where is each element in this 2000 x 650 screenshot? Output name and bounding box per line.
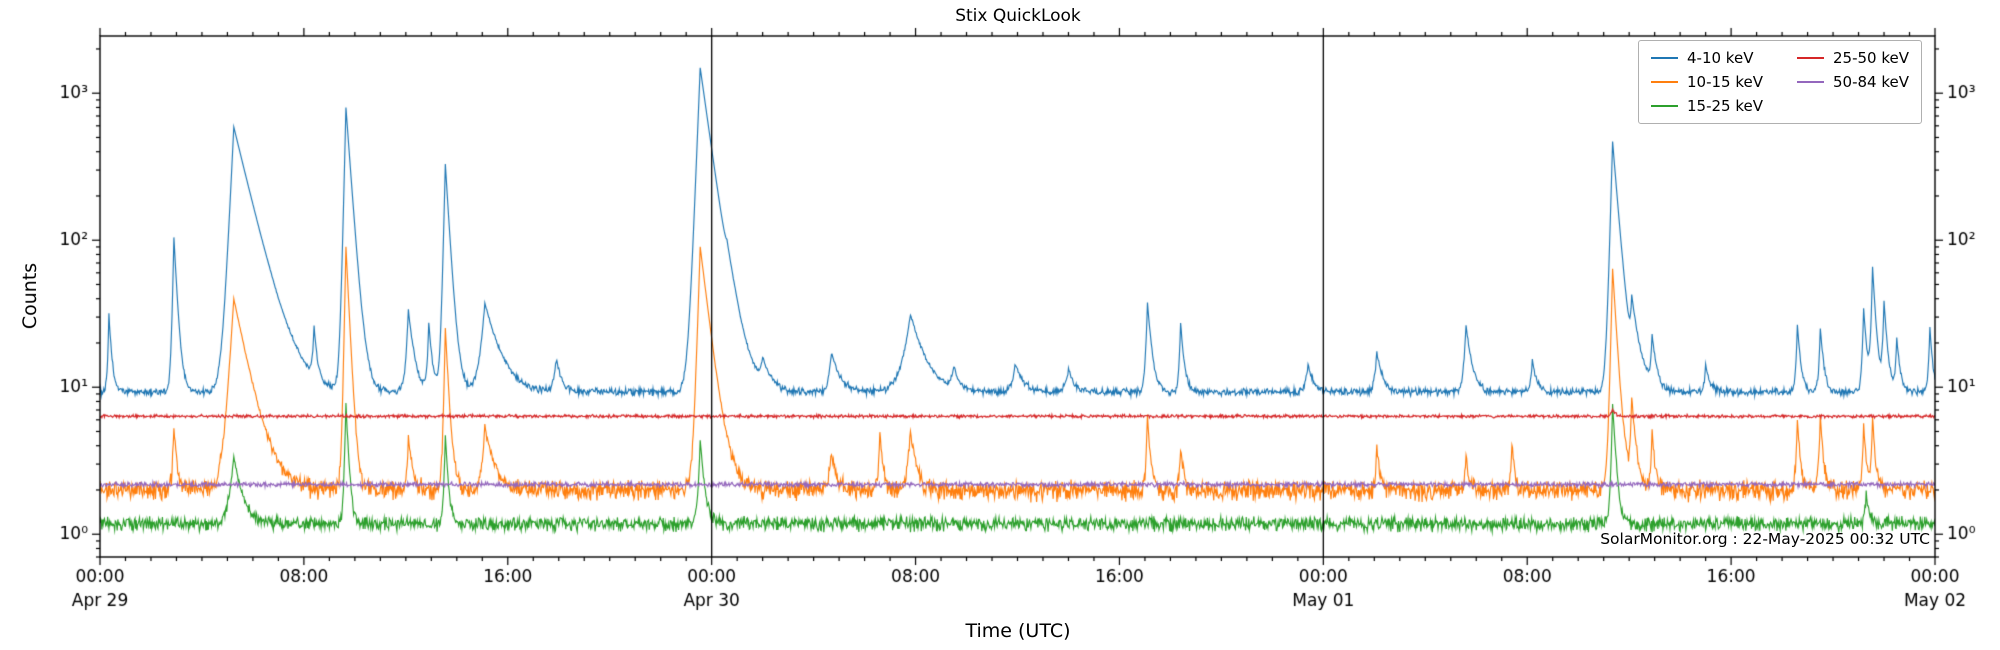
legend-column-2: 25-50 keV 50-84 keV: [1797, 49, 1909, 115]
chart-title: Stix QuickLook: [955, 6, 1081, 26]
legend-label: 10-15 keV: [1687, 73, 1763, 91]
legend-label: 15-25 keV: [1687, 97, 1763, 115]
x-axis-label: Time (UTC): [965, 620, 1071, 642]
legend-line-swatch: [1797, 81, 1824, 83]
legend-line-swatch: [1651, 57, 1678, 59]
legend-item-25-50-kev: 25-50 keV: [1797, 49, 1909, 67]
legend-line-swatch: [1651, 81, 1678, 83]
legend-column-1: 4-10 keV 10-15 keV 15-25 keV: [1651, 49, 1763, 115]
legend-label: 50-84 keV: [1833, 73, 1909, 91]
watermark-text: SolarMonitor.org : 22-May-2025 00:32 UTC: [1600, 530, 1930, 548]
legend-label: 25-50 keV: [1833, 49, 1909, 67]
legend-label: 4-10 keV: [1687, 49, 1754, 67]
legend-item-15-25-kev: 15-25 keV: [1651, 97, 1763, 115]
legend-item-50-84-kev: 50-84 keV: [1797, 73, 1909, 91]
legend: 4-10 keV 10-15 keV 15-25 keV 25-50 keV 50-84…: [1638, 40, 1922, 124]
legend-line-swatch: [1651, 105, 1678, 107]
legend-item-10-15-kev: 10-15 keV: [1651, 73, 1763, 91]
y-axis-label: Counts: [19, 262, 41, 330]
legend-item-4-10-kev: 4-10 keV: [1651, 49, 1763, 67]
legend-line-swatch: [1797, 57, 1824, 59]
